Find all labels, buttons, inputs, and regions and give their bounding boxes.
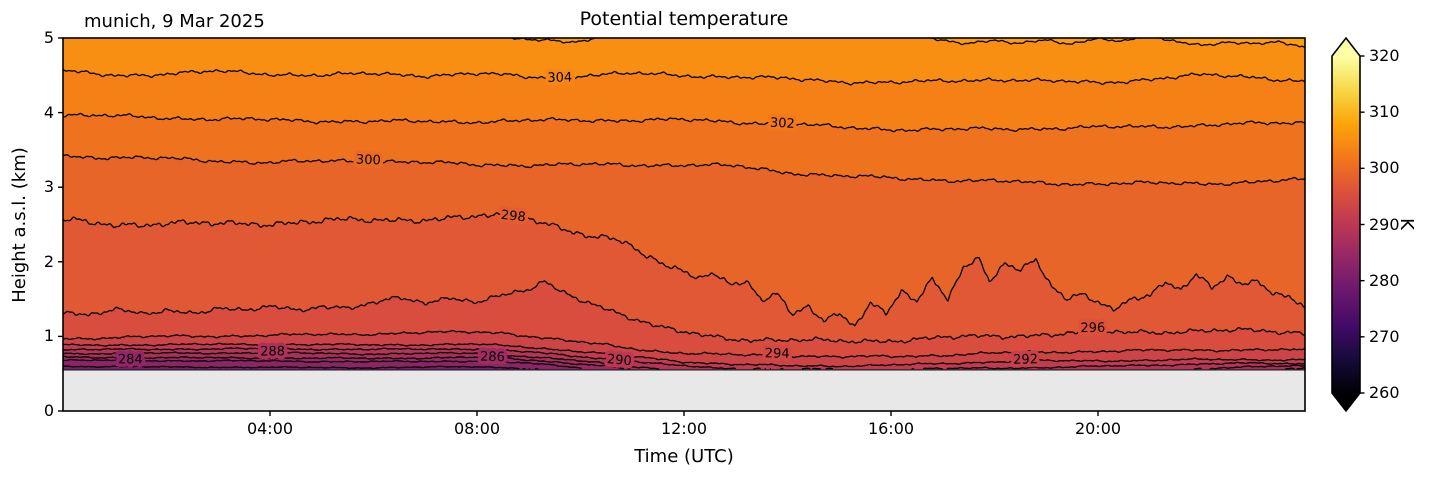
x-tick-label: 04:00 — [246, 419, 294, 438]
x-tick-label: 16:00 — [867, 419, 915, 438]
colorbar-tick-label: 290 — [1369, 214, 1400, 234]
colorbar-tick-label: 280 — [1369, 270, 1400, 290]
x-axis-label: Time (UTC) — [634, 446, 734, 467]
plot-title: Potential temperature — [579, 8, 789, 30]
colorbar-tick-label: 260 — [1369, 383, 1400, 402]
colorbar-tick-label: 300 — [1369, 158, 1400, 178]
y-tick-label: 0 — [43, 401, 54, 420]
y-tick-label: 5 — [43, 28, 54, 47]
x-tick-label: 08:00 — [453, 419, 501, 438]
y-tick-label: 2 — [43, 251, 54, 271]
y-tick-label: 1 — [43, 326, 54, 346]
colorbar-tick-label: 270 — [1369, 326, 1400, 346]
y-axis-label: Height a.s.l. (km) — [9, 147, 30, 303]
x-tick-label: 12:00 — [660, 419, 708, 438]
colorbar-tick-label: 320 — [1369, 46, 1400, 65]
x-tick-label: 20:00 — [1074, 419, 1122, 438]
y-tick-label: 4 — [43, 102, 54, 122]
plot-annotation: munich, 9 Mar 2025 — [84, 11, 265, 32]
colorbar-tick-label: 310 — [1369, 102, 1400, 122]
y-tick-label: 3 — [43, 177, 54, 197]
